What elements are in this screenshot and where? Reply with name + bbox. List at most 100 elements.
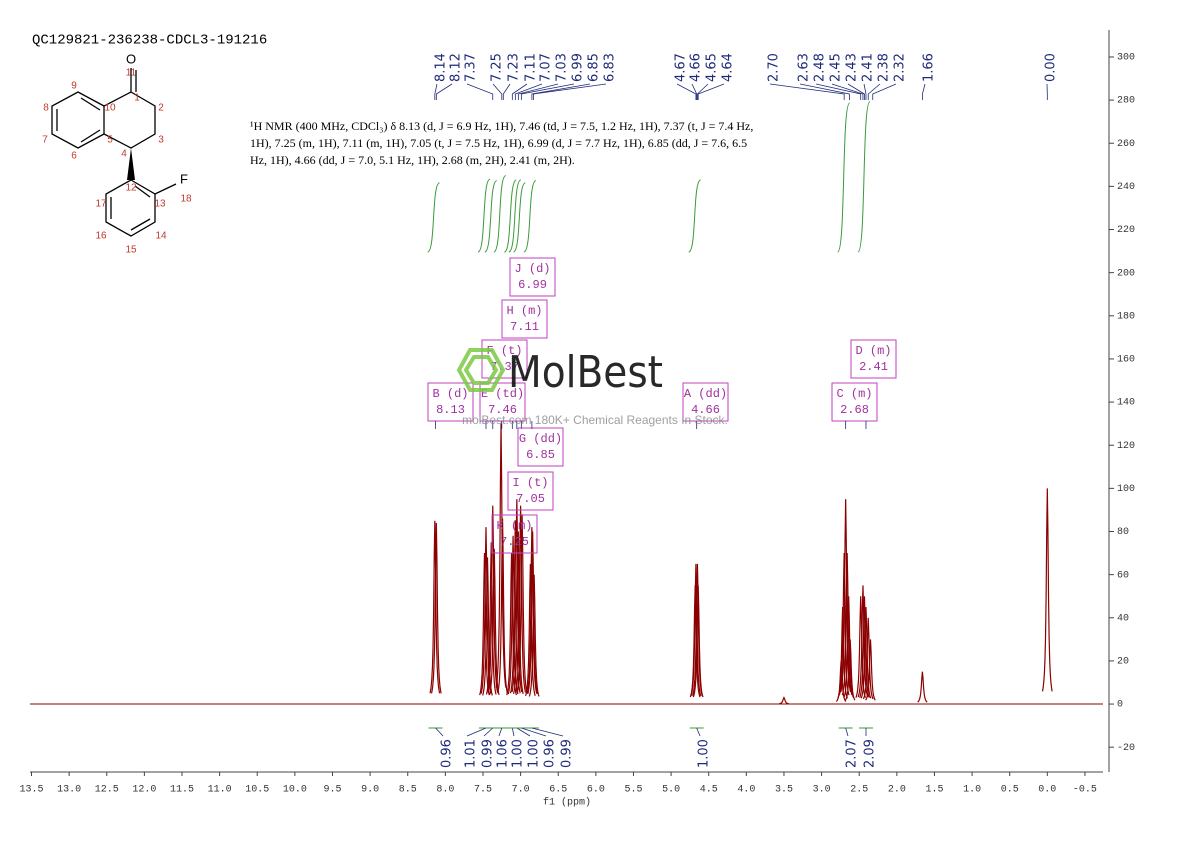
integral-label: 2.09 [863,739,878,768]
peak-label: 4.66 [689,53,704,82]
atom-number: 4 [121,149,127,160]
peak-leader [434,83,438,100]
x-tick-label: 9.0 [361,785,379,796]
peak-label: 2.38 [877,53,892,82]
atom-number: 13 [154,199,166,210]
atom-number: 11 [126,68,137,79]
y-tick-label: 60 [1117,570,1129,581]
peak-label: 4.64 [721,53,736,82]
atom-number: 6 [71,151,77,162]
peak-leader [769,83,845,100]
integral-label: 1.00 [511,739,526,768]
peak [843,596,855,698]
peak-leader [466,83,494,100]
peak-label: 6.99 [571,53,586,82]
multiplet-box [831,382,878,422]
peak-label: 2.43 [845,53,860,82]
peak-label: 6.83 [603,53,618,82]
integral-curve [508,179,522,253]
integral-leader [845,727,849,737]
multiplet-box [509,257,556,297]
y-tick-label: 80 [1117,527,1129,538]
peak [512,531,524,695]
peak [844,639,856,701]
y-tick-label: 20 [1117,657,1129,668]
x-tick-label: 5.0 [662,785,680,796]
x-tick-label: 3.0 [813,785,831,796]
x-tick-label: 6.0 [587,785,605,796]
multiplet-label: J (d) [514,262,550,276]
structure: O 11 9 1 8 10 2 7 5 3 6 4 12 F 17 13 18 … [42,51,192,255]
integral-label: 0.99 [481,739,496,768]
x-tick-label: 4.0 [737,785,755,796]
integral-curve [688,179,702,253]
peak-leader [831,83,864,100]
x-tick-label: 4.5 [700,785,718,796]
y-tick-label: 300 [1117,53,1135,64]
integral-curve [857,101,871,253]
integral-leader [466,727,487,737]
y-tick-label: 100 [1117,484,1135,495]
atom-number: 18 [180,194,192,205]
integral-leader [498,727,503,737]
peak [838,553,850,696]
x-tick-label: 6.5 [549,785,567,796]
peak-label: 2.48 [813,53,828,82]
peak [429,520,441,694]
x-tick-label: 5.5 [624,785,642,796]
multiplet-label: H (m) [506,304,542,318]
integral-curve [427,182,441,253]
peak-leader [799,83,850,100]
integral-label: 1.00 [697,739,712,768]
y-tick-label: 40 [1117,613,1129,624]
integral-leader [483,727,494,737]
integral-label: 1.00 [527,739,542,768]
peak-label: 4.67 [674,53,689,82]
description: ¹H NMR (400 MHz, CDCl₃) δ 8.13 (d, J = 6… [250,119,753,167]
peak [841,553,853,696]
multiplet-label: G (dd) [519,432,562,446]
y-tick-label: -20 [1117,743,1135,754]
peak-leader [520,83,575,100]
peak-leader [867,83,881,100]
peak-label: 2.41 [861,53,876,82]
chart-title: QC129821-236238-CDCL3-191216 [32,33,267,49]
y-tick-label: 260 [1117,139,1135,150]
peak [515,505,526,693]
integral-leader [435,727,444,737]
peak [497,518,508,694]
multiplet-box [682,382,729,422]
atom-number: 17 [95,199,107,210]
multiplet-shift: 7.25 [500,535,529,549]
peak-label: 2.63 [797,53,812,82]
peak-label: 7.25 [490,53,505,82]
peak-label: 2.45 [829,53,844,82]
peak [527,531,539,695]
atom-number: 3 [158,135,164,146]
x-axis-label: f1 (ppm) [543,797,591,809]
y-tick-label: 280 [1117,96,1135,107]
peak [507,535,519,695]
wedge-bond [127,148,135,180]
atom-number: 16 [95,231,107,242]
atom-number: 1 [134,93,140,104]
peak [526,527,538,694]
peak-leader [492,83,503,100]
peak [857,585,869,698]
peak-label: 2.32 [893,53,908,82]
y-tick-label: 120 [1117,441,1135,452]
peak-label: 7.11 [524,53,539,82]
peak [485,542,497,695]
atom-number: 15 [125,245,137,256]
integral-curve [523,180,537,253]
peak-leader [691,83,698,100]
peak [1041,488,1053,692]
peak [855,596,867,698]
x-tick-label: 9.5 [323,785,341,796]
peak [516,514,528,694]
x-tick-label: 3.5 [775,785,793,796]
peak-leader [922,83,926,100]
peak [860,606,872,699]
peak [524,563,536,696]
